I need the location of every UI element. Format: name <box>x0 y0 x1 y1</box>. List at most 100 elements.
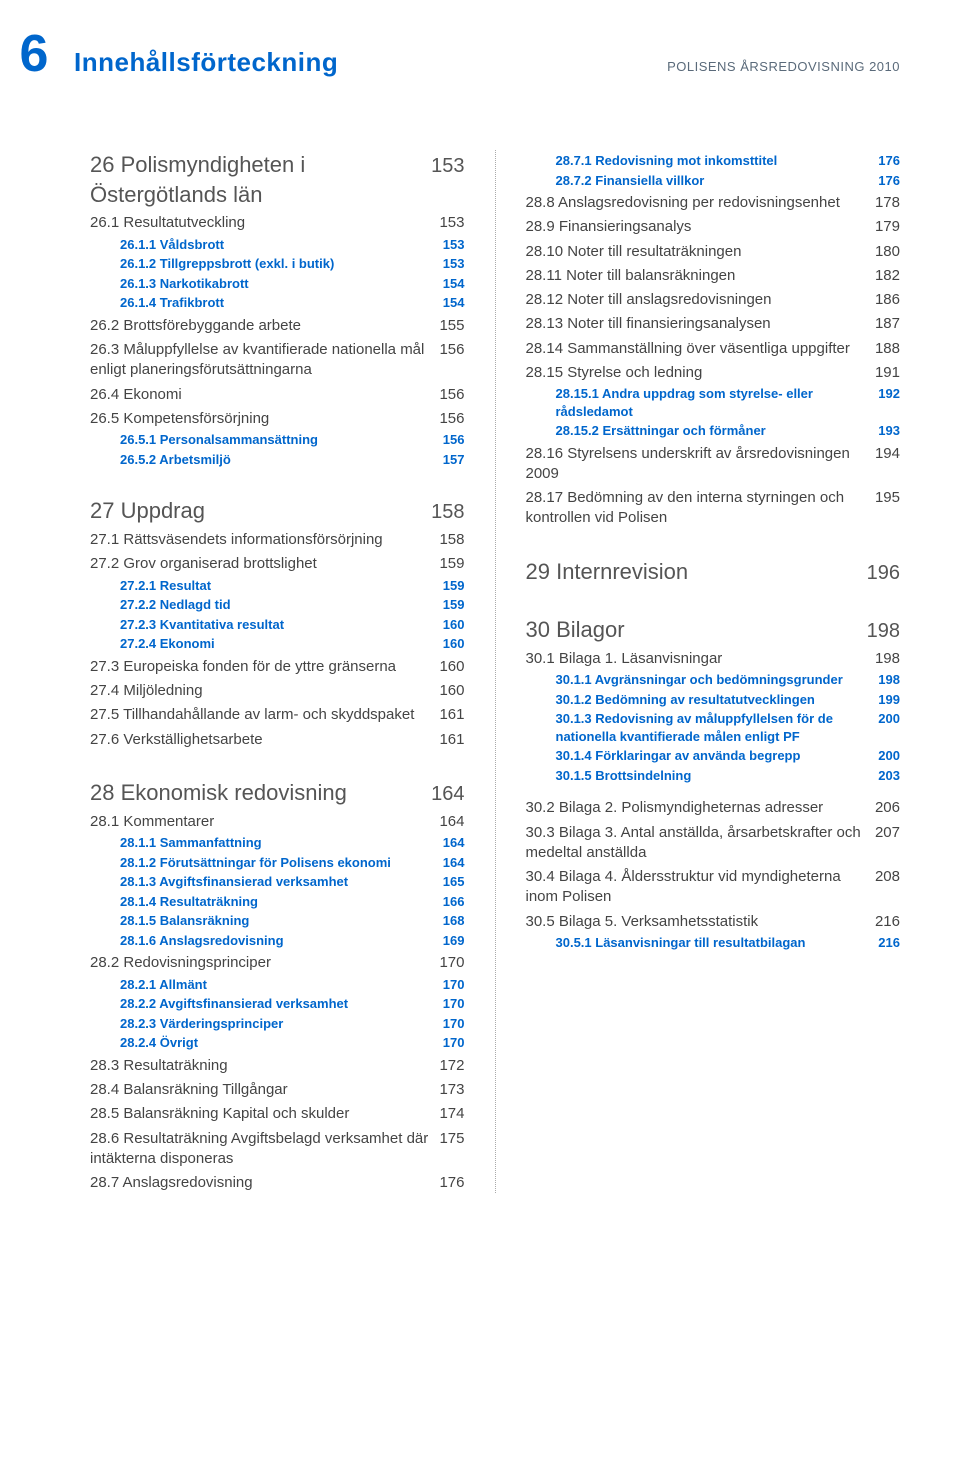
toc-entry-page: 173 <box>439 1080 464 1100</box>
toc-entry-page: 160 <box>439 657 464 677</box>
toc-entry: 26.5 Kompetensförsörjning156 <box>90 409 465 429</box>
toc-entry-label: 30.4 Bilaga 4. Åldersstruktur vid myndig… <box>526 867 875 908</box>
toc-entry-page: 186 <box>875 290 900 310</box>
toc-entry-label: 28.9 Finansieringsanalys <box>526 217 875 237</box>
toc-entry-page: 180 <box>875 242 900 262</box>
toc-entry: 28.10 Noter till resultaträkningen180 <box>526 242 901 262</box>
toc-entry-label: 26.3 Måluppfyllelse av kvantifierade nat… <box>90 340 439 381</box>
toc-entry: 28.1 Kommentarer164 <box>90 812 465 832</box>
toc-entry-label: 28.10 Noter till resultaträkningen <box>526 242 875 262</box>
toc-entry: 30.3 Bilaga 3. Antal anställda, årsarbet… <box>526 823 901 864</box>
toc-entry: 27.6 Verkställighetsarbete161 <box>90 730 465 750</box>
toc-entry: 30.4 Bilaga 4. Åldersstruktur vid myndig… <box>526 867 901 908</box>
toc-entry-label: 28.1.4 Resultaträkning <box>120 893 443 911</box>
toc-entry: 27.2.1 Resultat159 <box>120 577 465 595</box>
toc-entry-label: 28.1.1 Sammanfattning <box>120 834 443 852</box>
toc-entry-label: 27.6 Verkställighetsarbete <box>90 730 439 750</box>
toc-entry-page: 170 <box>443 976 465 994</box>
toc-entry: 28 Ekonomisk redovisning164 <box>90 778 465 808</box>
toc-entry-page: 164 <box>443 834 465 852</box>
toc-entry-label: 28.2 Redovisningsprinciper <box>90 953 439 973</box>
toc-entry-label: 28.1.2 Förutsättningar för Polisens ekon… <box>120 854 443 872</box>
toc-entry-page: 191 <box>875 363 900 383</box>
toc-entry: 28.2 Redovisningsprinciper170 <box>90 953 465 973</box>
toc-entry-page: 198 <box>875 649 900 669</box>
toc-column-left: 26 Polismyndigheten i Östergötlands län1… <box>90 150 465 1193</box>
toc-entry-label: 30.1.2 Bedömning av resultatutvecklingen <box>556 691 879 709</box>
toc-entry-page: 170 <box>443 1015 465 1033</box>
toc-entry: 30.5.1 Läsanvisningar till resultatbilag… <box>556 934 901 952</box>
toc-columns: 26 Polismyndigheten i Östergötlands län1… <box>0 90 960 1233</box>
toc-entry-label: 27.1 Rättsväsendets informationsförsörjn… <box>90 530 439 550</box>
toc-entry: 28.12 Noter till anslagsredovisningen186 <box>526 290 901 310</box>
toc-entry-page: 156 <box>439 409 464 429</box>
toc-entry: 28.2.2 Avgiftsfinansierad verksamhet170 <box>120 995 465 1013</box>
toc-entry-page: 206 <box>875 798 900 818</box>
toc-entry-label: 30.5.1 Läsanvisningar till resultatbilag… <box>556 934 879 952</box>
toc-entry-label: 27.2.2 Nedlagd tid <box>120 596 443 614</box>
toc-entry-page: 179 <box>875 217 900 237</box>
toc-entry: 27.4 Miljöledning160 <box>90 681 465 701</box>
header: 6 Innehållsförteckning POLISENS ÅRSREDOV… <box>0 0 960 90</box>
toc-entry-label: 28.7.2 Finansiella villkor <box>556 172 879 190</box>
toc-entry-label: 28.2.3 Värderingsprinciper <box>120 1015 443 1033</box>
toc-entry-page: 193 <box>878 422 900 440</box>
toc-entry-page: 161 <box>439 730 464 750</box>
toc-entry: 28.13 Noter till finansieringsanalysen18… <box>526 314 901 334</box>
toc-entry: 30.1.2 Bedömning av resultatutvecklingen… <box>556 691 901 709</box>
toc-entry-label: 27.2.1 Resultat <box>120 577 443 595</box>
toc-entry: 27.2.2 Nedlagd tid159 <box>120 596 465 614</box>
toc-entry: 28.15.1 Andra uppdrag som styrelse- elle… <box>556 385 901 420</box>
toc-entry-label: 26.2 Brottsförebyggande arbete <box>90 316 439 336</box>
toc-entry-label: 28.5 Balansräkning Kapital och skulder <box>90 1104 439 1124</box>
toc-entry-label: 28.2.2 Avgiftsfinansierad verksamhet <box>120 995 443 1013</box>
toc-entry: 28.1.3 Avgiftsfinansierad verksamhet165 <box>120 873 465 891</box>
toc-entry-page: 154 <box>443 294 465 312</box>
toc-entry: 28.6 Resultaträkning Avgiftsbelagd verks… <box>90 1129 465 1170</box>
toc-entry-page: 154 <box>443 275 465 293</box>
toc-entry-page: 153 <box>443 236 465 254</box>
toc-entry: 28.15.2 Ersättningar och förmåner193 <box>556 422 901 440</box>
toc-entry-page: 159 <box>443 577 465 595</box>
toc-entry-label: 28.3 Resultaträkning <box>90 1056 439 1076</box>
toc-entry-page: 156 <box>439 340 464 360</box>
toc-entry-label: 28.17 Bedömning av den interna styrninge… <box>526 488 875 529</box>
toc-entry-page: 200 <box>878 710 900 728</box>
toc-entry: 27.2.4 Ekonomi160 <box>120 635 465 653</box>
toc-entry: 27.1 Rättsväsendets informationsförsörjn… <box>90 530 465 550</box>
toc-entry-label: 27 Uppdrag <box>90 496 431 526</box>
toc-entry: 27 Uppdrag158 <box>90 496 465 526</box>
toc-entry-label: 29 Internrevision <box>526 557 867 587</box>
toc-entry-page: 161 <box>439 705 464 725</box>
toc-entry-page: 200 <box>878 747 900 765</box>
toc-entry-label: 26.1.1 Våldsbrott <box>120 236 443 254</box>
toc-entry-label: 26.5.1 Personalsammansättning <box>120 431 443 449</box>
toc-entry-page: 158 <box>439 530 464 550</box>
toc-entry-label: 26.1 Resultatutveckling <box>90 213 439 233</box>
toc-entry-page: 172 <box>439 1056 464 1076</box>
toc-entry: 26.1.2 Tillgreppsbrott (exkl. i butik)15… <box>120 255 465 273</box>
toc-entry-label: 30.1 Bilaga 1. Läsanvisningar <box>526 649 875 669</box>
toc-entry-page: 159 <box>439 554 464 574</box>
toc-entry-page: 176 <box>878 152 900 170</box>
toc-entry: 26.2 Brottsförebyggande arbete155 <box>90 316 465 336</box>
toc-entry: 28.16 Styrelsens underskrift av års­redo… <box>526 444 901 485</box>
toc-entry-page: 153 <box>439 213 464 233</box>
toc-entry-label: 26.4 Ekonomi <box>90 385 439 405</box>
toc-entry-label: 27.4 Miljöledning <box>90 681 439 701</box>
toc-entry: 30 Bilagor198 <box>526 615 901 645</box>
toc-entry-page: 178 <box>875 193 900 213</box>
toc-entry: 26.1.3 Narkotikabrott154 <box>120 275 465 293</box>
document-title: Innehållsförteckning <box>74 33 338 78</box>
toc-entry-label: 27.2.4 Ekonomi <box>120 635 443 653</box>
toc-entry: 30.1 Bilaga 1. Läsanvisningar198 <box>526 649 901 669</box>
toc-entry-page: 170 <box>443 995 465 1013</box>
toc-entry-label: 28.7.1 Redovisning mot inkomsttitel <box>556 152 879 170</box>
toc-entry: 28.7 Anslagsredovisning176 <box>90 1173 465 1193</box>
toc-entry-page: 165 <box>443 873 465 891</box>
toc-entry-label: 28.1.6 Anslagsredovisning <box>120 932 443 950</box>
toc-entry: 28.9 Finansieringsanalys179 <box>526 217 901 237</box>
toc-entry-page: 157 <box>443 451 465 469</box>
toc-entry-label: 26.5.2 Arbetsmiljö <box>120 451 443 469</box>
toc-entry-label: 30.1.5 Brottsindelning <box>556 767 879 785</box>
